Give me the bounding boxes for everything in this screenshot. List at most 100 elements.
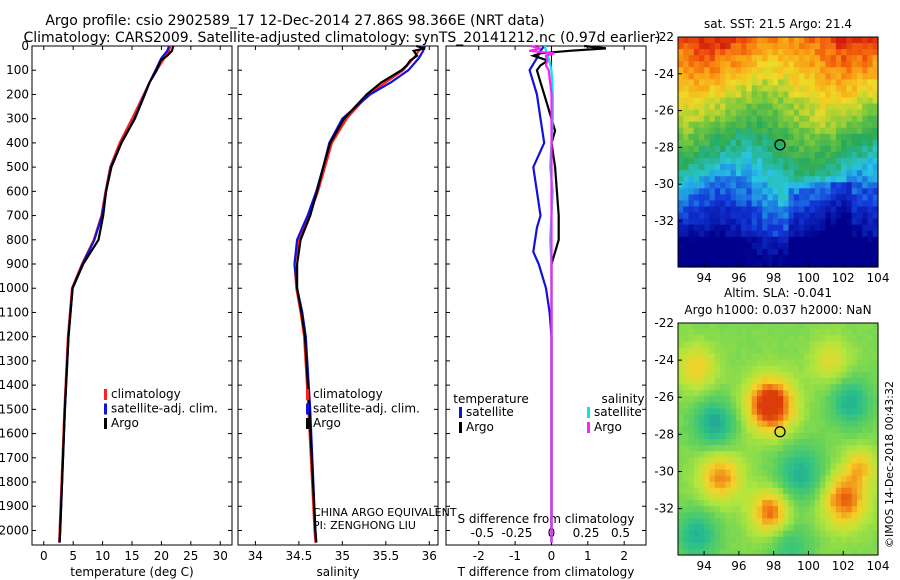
map-cell (762, 73, 769, 80)
map-cell (693, 55, 700, 62)
map-cell (841, 260, 848, 268)
map-cell (741, 365, 748, 373)
map-cell (756, 158, 763, 165)
map-cell (767, 37, 774, 44)
map-cell (793, 103, 800, 111)
map-cell (772, 475, 779, 483)
map-cell (809, 500, 816, 507)
map-cell (799, 218, 805, 226)
map-cell (835, 200, 842, 208)
map-cell (851, 109, 858, 117)
map-cell (804, 414, 811, 422)
map-cell (762, 548, 769, 556)
map-x-tick-label: 94 (696, 271, 711, 285)
map-cell (856, 481, 863, 489)
map-cell (809, 323, 816, 330)
map-cell (767, 133, 774, 141)
map-cell (830, 493, 837, 501)
map-cell (678, 524, 684, 532)
map-cell (804, 73, 811, 80)
map-cell (709, 133, 716, 141)
map-cell (793, 445, 800, 452)
map-cell (762, 206, 769, 214)
plot-frame (237, 45, 439, 546)
map-cell (678, 384, 684, 391)
map-cell (730, 463, 737, 471)
map-cell (809, 103, 816, 111)
map-cell (678, 43, 684, 50)
map-cell (778, 463, 784, 471)
map-cell (772, 260, 779, 268)
map-cell (788, 323, 795, 330)
map-cell (846, 49, 853, 56)
map-cell (709, 323, 716, 330)
map-cell (746, 230, 753, 238)
map-cell (804, 43, 811, 50)
map-cell (841, 109, 848, 117)
map-cell (830, 347, 837, 355)
map-cell (809, 73, 816, 80)
map-cell (741, 200, 748, 208)
map-cell (809, 548, 816, 556)
map-cell (767, 121, 774, 129)
map-cell (835, 371, 842, 379)
map-cell (788, 254, 795, 262)
map-cell (799, 335, 805, 342)
map-cell (762, 145, 769, 153)
map-cell (820, 512, 826, 519)
map-cell (862, 451, 869, 458)
map-cell (704, 365, 711, 373)
map-cell (678, 323, 684, 330)
map-cell (735, 188, 742, 195)
map-cell (846, 206, 853, 214)
map-cell (720, 212, 726, 220)
map-cell (714, 329, 721, 336)
map-cell (730, 49, 737, 56)
map-cell (825, 420, 832, 428)
map-cell (793, 451, 800, 458)
map-cell (856, 384, 863, 391)
map-cell (756, 67, 763, 74)
map-cell (809, 182, 816, 189)
map-cell (767, 432, 774, 440)
map-cell (725, 109, 732, 117)
map-cell (872, 359, 879, 367)
map-cell (720, 170, 726, 177)
map-cell (814, 377, 821, 385)
map-cell (793, 145, 800, 153)
map-cell (762, 524, 769, 532)
map-cell (751, 67, 758, 74)
map-cell (814, 524, 821, 532)
map-cell (809, 420, 816, 428)
map-cell (741, 481, 748, 489)
map-cell (699, 481, 705, 489)
map-cell (804, 170, 811, 177)
map-cell (856, 426, 863, 434)
map-cell (856, 463, 863, 471)
map-cell (746, 145, 753, 153)
map-cell (830, 67, 837, 74)
map-cell (699, 475, 705, 483)
map-cell (751, 414, 758, 422)
map-cell (846, 493, 853, 501)
map-cell (778, 158, 784, 165)
map-cell (751, 420, 758, 428)
map-cell (720, 230, 726, 238)
map-cell (804, 97, 811, 105)
map-cell (772, 414, 779, 422)
s-tick-label: -0.5 (471, 526, 494, 540)
map-cell (767, 109, 774, 117)
map-cell (683, 37, 690, 44)
map-cell (751, 353, 758, 361)
map-cell (714, 182, 721, 189)
map-cell (856, 518, 863, 526)
map-cell (793, 236, 800, 244)
map-cell (783, 170, 790, 177)
map-cell (678, 127, 684, 135)
map-cell (678, 133, 684, 141)
map-cell (778, 377, 784, 385)
map-cell (683, 384, 690, 391)
map-cell (683, 353, 690, 361)
map-cell (846, 242, 853, 250)
map-cell (856, 230, 863, 238)
